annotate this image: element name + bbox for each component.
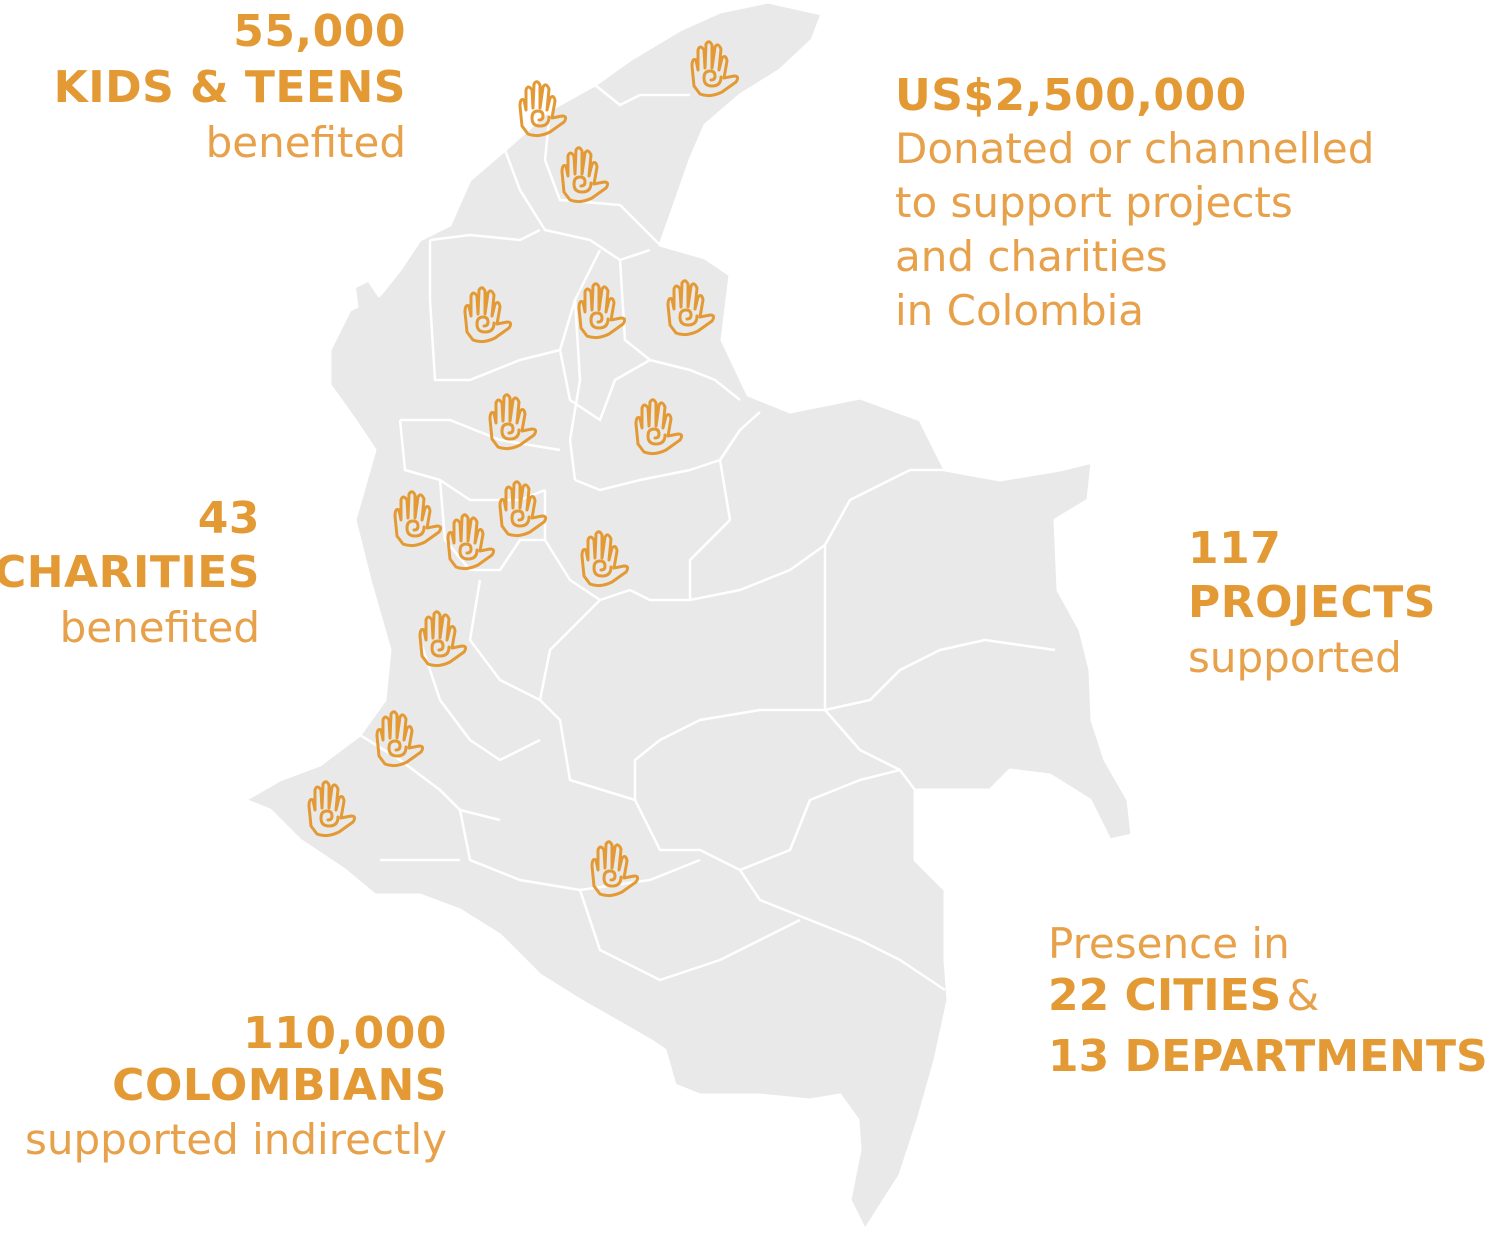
- hand-spiral-icon: [580, 530, 630, 588]
- charities-caption: benefited: [59, 603, 260, 652]
- presence-departments: 13 DEPARTMENTS: [1048, 1031, 1488, 1082]
- hand-spiral-icon: [634, 398, 684, 456]
- presence-intro: Presence in: [1048, 919, 1290, 968]
- hand-spiral-icon: [418, 610, 468, 668]
- presence-cities: 22 CITIES: [1048, 970, 1282, 1021]
- projects-label: PROJECTS: [1188, 577, 1436, 628]
- hand-spiral-icon: [307, 780, 357, 838]
- money-value: US$2,500,000: [895, 70, 1247, 121]
- stat-charities: 43 CHARITIES benefited: [0, 492, 260, 656]
- kids-label: KIDS & TEENS: [53, 62, 406, 113]
- hand-spiral-icon: [446, 513, 496, 571]
- hand-spiral-icon: [577, 282, 627, 340]
- stat-colombians: 110,000 COLOMBIANS supported indirectly: [25, 1008, 447, 1168]
- projects-caption: supported: [1188, 633, 1402, 682]
- department-borders: [359, 84, 1056, 992]
- money-caption-line: to support projects: [895, 178, 1293, 227]
- money-caption-line: in Colombia: [895, 286, 1145, 335]
- hand-spiral-icon: [666, 279, 716, 337]
- projects-value: 117: [1188, 523, 1282, 574]
- colombians-label: COLOMBIANS: [112, 1060, 447, 1111]
- island: [356, 282, 380, 330]
- stat-donations: US$2,500,000 Donated or channelled to su…: [895, 70, 1374, 338]
- stat-kids-teens: 55,000 KIDS & TEENS benefited: [54, 4, 406, 170]
- kids-caption: benefited: [205, 118, 406, 167]
- charities-label: CHARITIES: [0, 547, 260, 598]
- hand-spiral-icon: [560, 146, 610, 204]
- hand-spiral-icon: [488, 393, 538, 451]
- hand-spiral-icon: [498, 480, 548, 538]
- money-caption-line: and charities: [895, 232, 1168, 281]
- money-caption-line: Donated or channelled: [895, 124, 1375, 173]
- hand-spiral-icon: [393, 490, 443, 548]
- hand-spiral-icon: [518, 80, 568, 138]
- hand-spiral-icon: [463, 286, 513, 344]
- stat-projects: 117 PROJECTS supported: [1188, 522, 1436, 686]
- colombia-silhouette: [243, 0, 1134, 1232]
- kids-value: 55,000: [233, 6, 406, 57]
- stat-presence: Presence in 22 CITIES & 13 DEPARTMENTS: [1048, 918, 1488, 1083]
- colombians-caption: supported indirectly: [25, 1115, 447, 1164]
- hand-spiral-icon: [690, 40, 740, 98]
- charities-value: 43: [197, 493, 260, 544]
- hand-markers: [307, 40, 740, 898]
- hand-spiral-icon: [375, 710, 425, 768]
- presence-connector: &: [1286, 971, 1320, 1020]
- colombians-value: 110,000: [243, 1008, 447, 1059]
- hand-spiral-icon: [590, 840, 640, 898]
